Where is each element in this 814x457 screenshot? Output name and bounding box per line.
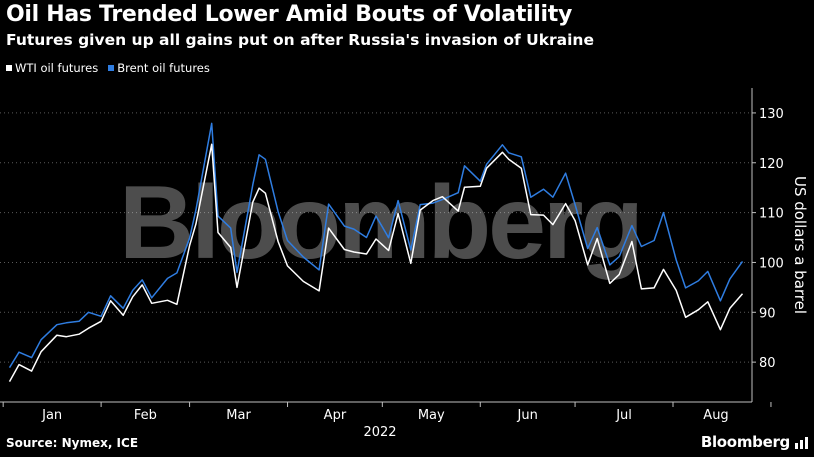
bar-chart-icon [795,437,808,449]
y-tick-label-110: 110 [759,207,784,222]
watermark: Bloomberg [119,165,641,281]
y-tick-label-100: 100 [759,256,784,271]
x-tick-label-apr: Apr [324,408,347,423]
wti-series-line [8,143,744,382]
brand-logo-text: Bloomberg [700,433,790,451]
chart-subtitle: Futures given up all gains put on after … [6,31,594,49]
legend-label-brent: Brent oil futures [117,61,210,75]
x-tick-label-jun: Jun [517,408,538,423]
y-axis-ticks: 80 90 100 110 120 130 [752,107,784,371]
x-tick-label-feb: Feb [134,408,157,423]
brent-series-line [8,122,744,368]
x-axis-label: 2022 [363,425,396,440]
legend: WTI oil futures Brent oil futures [6,61,210,75]
x-axis-ticks: Jan Feb Mar Apr May Jun Jul Aug [2,402,772,423]
y-tick-label-80: 80 [759,356,776,371]
source-note: Source: Nymex, ICE [6,436,139,450]
y-tick-label-90: 90 [759,306,776,321]
legend-item-brent: Brent oil futures [108,61,210,75]
x-tick-label-mar: Mar [226,408,251,423]
x-tick-label-aug: Aug [703,408,728,423]
chart-title: Oil Has Trended Lower Amid Bouts of Vola… [6,2,573,27]
x-tick-label-jan: Jan [41,408,62,423]
series-lines [8,122,744,382]
legend-item-wti: WTI oil futures [6,61,98,75]
y-tick-label-120: 120 [759,157,784,172]
legend-swatch-brent [108,65,115,71]
legend-label-wti: WTI oil futures [15,61,99,75]
legend-swatch-wti [6,65,12,71]
y-tick-label-130: 130 [759,107,784,122]
x-tick-label-jul: Jul [615,408,632,423]
x-tick-label-may: May [418,408,445,423]
grid-lines [0,112,752,363]
y-axis-label: US dollars a barrel [791,176,809,314]
